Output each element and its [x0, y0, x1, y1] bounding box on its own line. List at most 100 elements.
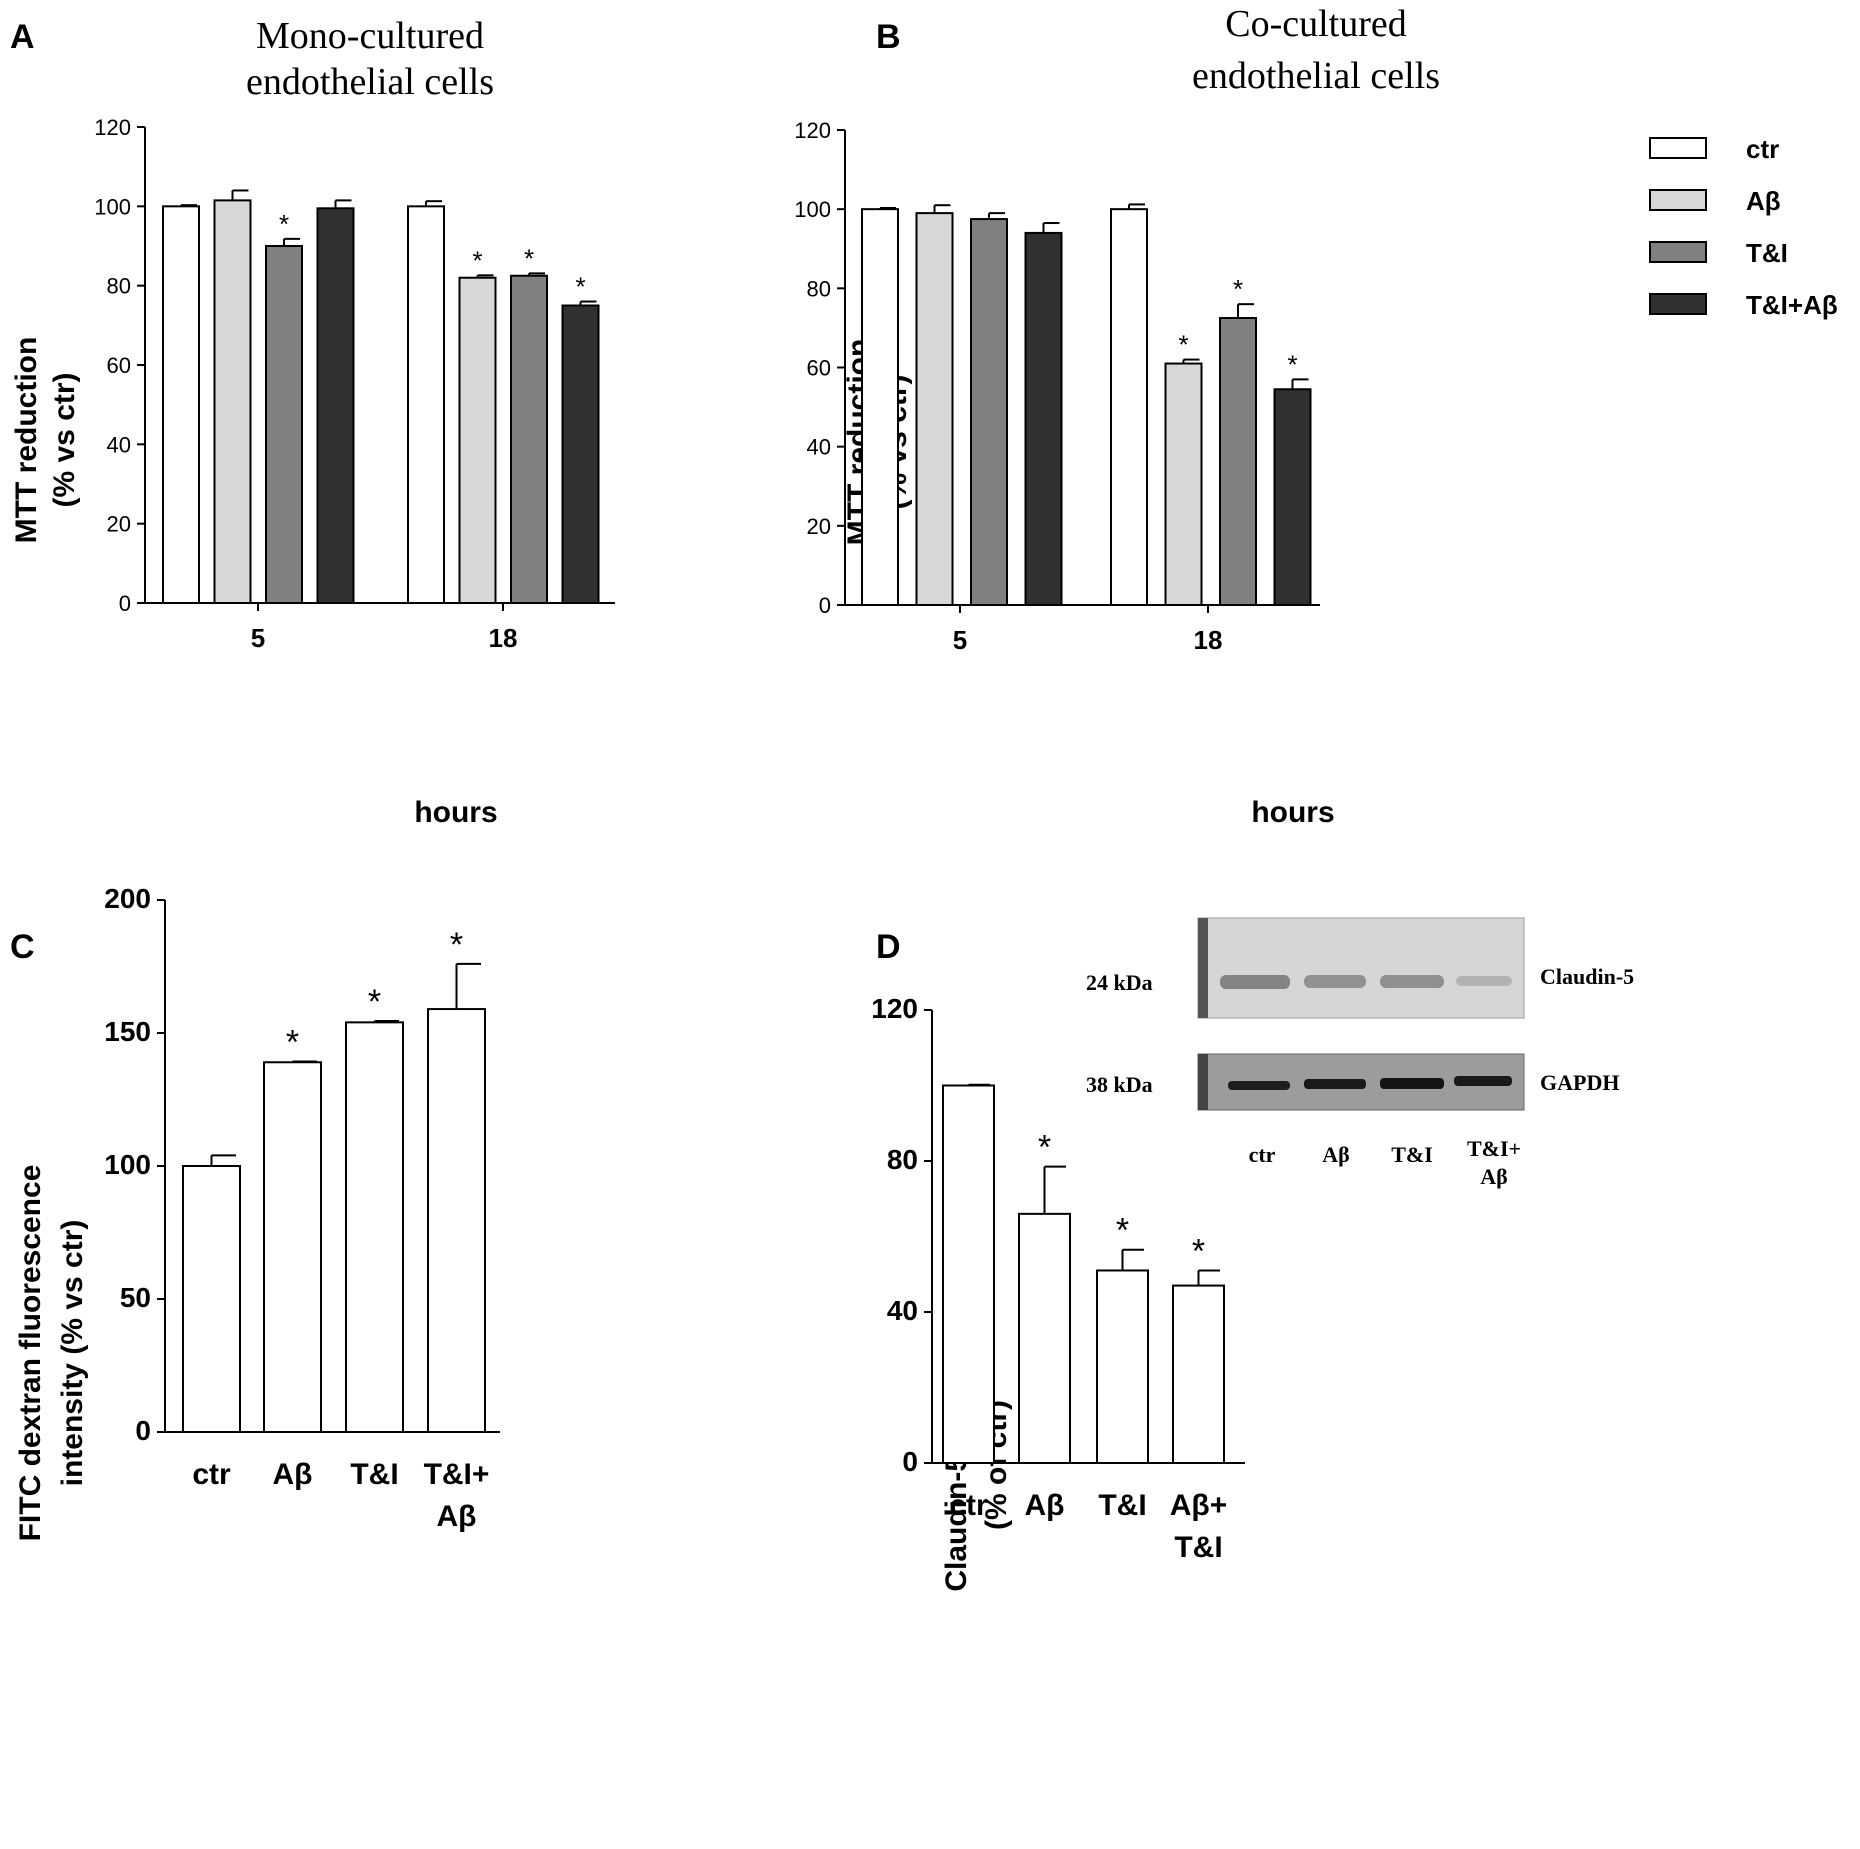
chart-d-xtick-label: T&I — [1174, 1531, 1222, 1564]
chart-b-ytick-label: 0 — [819, 593, 831, 618]
chart-a-bar — [316, 207, 355, 604]
chart-c: 0 50 100 150 200 ctr * Aβ * T&I * T&I+ Aβ — [104, 883, 500, 1533]
blot-kda-bottom: 38 kDa — [1086, 1072, 1153, 1097]
chart-a-sig-marker: * — [524, 243, 534, 273]
chart-a-sig-marker: * — [575, 272, 585, 302]
chart-d: 0 40 80 120 ctr * Aβ * T&I * Aβ+ T&I — [871, 993, 1245, 1564]
chart-a-sig-marker: * — [472, 245, 482, 275]
chart-d-sig-marker: * — [1038, 1129, 1051, 1167]
chart-c-bar — [345, 1021, 404, 1433]
chart-c-ytick-label: 100 — [104, 1149, 151, 1180]
chart-d-bar — [1096, 1269, 1149, 1464]
chart-c-bar — [182, 1165, 241, 1433]
chart-a-title-line1: Mono-cultured — [256, 15, 484, 57]
chart-c-sig-marker: * — [286, 1023, 299, 1061]
chart-b-bar — [970, 218, 1008, 606]
chart-d-ytick-label: 40 — [887, 1295, 918, 1326]
chart-a-ytick-label: 60 — [107, 353, 131, 378]
chart-a-ytick-label: 40 — [107, 432, 131, 457]
chart-b-bar — [1164, 362, 1203, 606]
blot-kda-top: 24 kDa — [1086, 970, 1153, 995]
legend: ctr Aβ T&I T&I+Aβ — [1649, 134, 1838, 320]
chart-c-ylabel-line1: FITC dextran fluorescence — [14, 1165, 47, 1542]
chart-d-bar — [942, 1084, 995, 1464]
chart-c-xtick-label: T&I — [350, 1458, 398, 1491]
legend-swatch-abeta — [1649, 189, 1707, 211]
blot-lane-ctr: ctr — [1249, 1142, 1276, 1167]
chart-a-bar — [265, 245, 303, 604]
chart-b-ytick-label: 20 — [807, 514, 831, 539]
chart-c-sig-marker: * — [450, 926, 463, 964]
chart-a-bar — [407, 205, 445, 604]
claudin-blot-edge — [1198, 918, 1208, 1018]
panel-letter-d: D — [876, 928, 901, 966]
chart-d-sig-marker: * — [1116, 1212, 1129, 1250]
legend-swatch-ti — [1649, 241, 1707, 263]
blot-claudin-label: Claudin-5 — [1540, 964, 1634, 989]
chart-d-xtick-label: T&I — [1098, 1489, 1146, 1522]
gapdh-band-abeta — [1304, 1079, 1366, 1089]
chart-c-ylabel-line2: intensity (% vs ctr) — [56, 1220, 89, 1487]
chart-a-ytick-label: 120 — [94, 115, 131, 140]
chart-c-ytick-label: 200 — [104, 883, 151, 914]
chart-b-ytick-label: 40 — [807, 435, 831, 460]
chart-b-xtick-label: 18 — [1194, 625, 1223, 655]
chart-a-bar — [458, 276, 497, 604]
chart-c-ytick-label: 0 — [135, 1415, 151, 1446]
gapdh-band-tiab — [1454, 1076, 1512, 1086]
legend-label-ti: T&I — [1746, 238, 1788, 268]
claudin-band-tiab — [1456, 976, 1512, 986]
blot-lane-tiab-line2: Aβ — [1480, 1164, 1507, 1189]
chart-a-ytick-label: 80 — [107, 274, 131, 299]
chart-c-sig-marker: * — [368, 983, 381, 1021]
chart-d-bar — [1172, 1284, 1225, 1464]
chart-a-xtick-label: 5 — [251, 623, 265, 653]
chart-b-bar — [1219, 317, 1257, 606]
chart-d-xtick-label: Aβ — [1025, 1489, 1065, 1522]
chart-b-xtick-label: 5 — [953, 625, 967, 655]
chart-b-title-line1: Co-cultured — [1225, 3, 1407, 45]
chart-b-ytick-label: 60 — [807, 356, 831, 381]
blot-lane-ti: T&I — [1391, 1142, 1433, 1167]
chart-a-bar — [162, 205, 200, 604]
gapdh-band-ti — [1380, 1078, 1444, 1089]
chart-c-ytick-label: 150 — [104, 1016, 151, 1047]
chart-a-ytick-label: 20 — [107, 512, 131, 537]
chart-c-xtick-label: ctr — [192, 1458, 231, 1491]
chart-b-ytick-label: 120 — [794, 118, 831, 143]
chart-a-sig-marker: * — [279, 209, 289, 239]
gapdh-band-ctr — [1228, 1081, 1290, 1090]
chart-b-sig-marker: * — [1178, 330, 1188, 360]
blot-gapdh-label: GAPDH — [1540, 1070, 1619, 1095]
chart-b-bar — [1110, 208, 1148, 607]
chart-b: 0 20 40 60 80 100 120 5 * * * 18 — [794, 118, 1320, 655]
chart-a-ylabel-line1: MTT reduction — [10, 337, 43, 544]
claudin-band-ctr — [1220, 975, 1290, 989]
chart-b-bar — [1024, 231, 1063, 607]
chart-a-bar — [561, 304, 600, 604]
chart-a-ylabel-line2: (% vs ctr) — [48, 372, 81, 507]
chart-b-bar — [861, 208, 899, 607]
chart-b-sig-marker: * — [1233, 274, 1243, 304]
claudin-blot-membrane — [1197, 917, 1525, 1019]
western-blot: 24 kDa 38 kDa Claudin-5 GAPDH ctr Aβ T&I… — [1086, 917, 1634, 1189]
claudin-band-ti — [1380, 975, 1444, 988]
chart-a-title-line2: endothelial cells — [246, 61, 494, 103]
chart-c-ytick-label: 50 — [120, 1282, 151, 1313]
chart-b-sig-marker: * — [1287, 349, 1297, 379]
chart-d-bar — [1018, 1212, 1071, 1464]
chart-c-xtick-label: T&I+ — [424, 1458, 490, 1491]
chart-c-xtick-label: Aβ — [273, 1458, 313, 1491]
panel-letter-b: B — [876, 18, 901, 56]
chart-d-sig-marker: * — [1192, 1232, 1205, 1270]
chart-a-bar — [213, 199, 252, 604]
chart-d-xtick-label: Aβ+ — [1170, 1489, 1228, 1522]
chart-a-ytick-label: 100 — [94, 194, 131, 219]
panel-letter-a: A — [10, 18, 35, 56]
legend-label-tiab: T&I+Aβ — [1746, 290, 1838, 320]
chart-b-title-line2: endothelial cells — [1192, 55, 1440, 97]
chart-b-xlabel: hours — [1251, 796, 1334, 829]
legend-swatch-tiab — [1649, 293, 1707, 315]
chart-c-bar — [427, 1008, 486, 1433]
chart-c-xtick-label: Aβ — [437, 1500, 477, 1533]
